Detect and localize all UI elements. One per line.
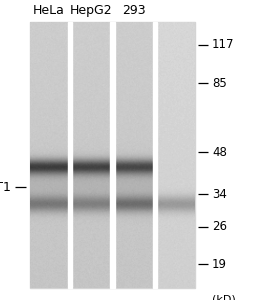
Text: MAT1: MAT1 [0,181,12,194]
Text: 293: 293 [122,4,145,17]
Text: 117: 117 [212,38,235,51]
Bar [30,22,195,288]
Bar [153,22,157,288]
Text: HepG2: HepG2 [70,4,113,17]
Text: 48: 48 [212,146,227,159]
Bar [68,22,72,288]
Text: (kD): (kD) [212,295,236,300]
Text: HeLa: HeLa [33,4,65,17]
Text: 34: 34 [212,188,227,201]
Bar [110,22,115,288]
Text: 26: 26 [212,220,227,233]
Text: 19: 19 [212,258,227,271]
Text: 85: 85 [212,77,227,90]
